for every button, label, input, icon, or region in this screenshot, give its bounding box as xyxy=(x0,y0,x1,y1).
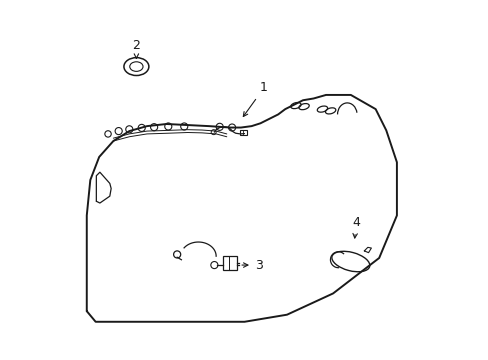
Text: 2: 2 xyxy=(132,39,140,58)
Bar xyxy=(240,130,246,135)
Text: 1: 1 xyxy=(243,81,267,117)
Text: 3: 3 xyxy=(242,258,262,271)
Text: 4: 4 xyxy=(351,216,359,238)
Bar xyxy=(223,256,237,270)
